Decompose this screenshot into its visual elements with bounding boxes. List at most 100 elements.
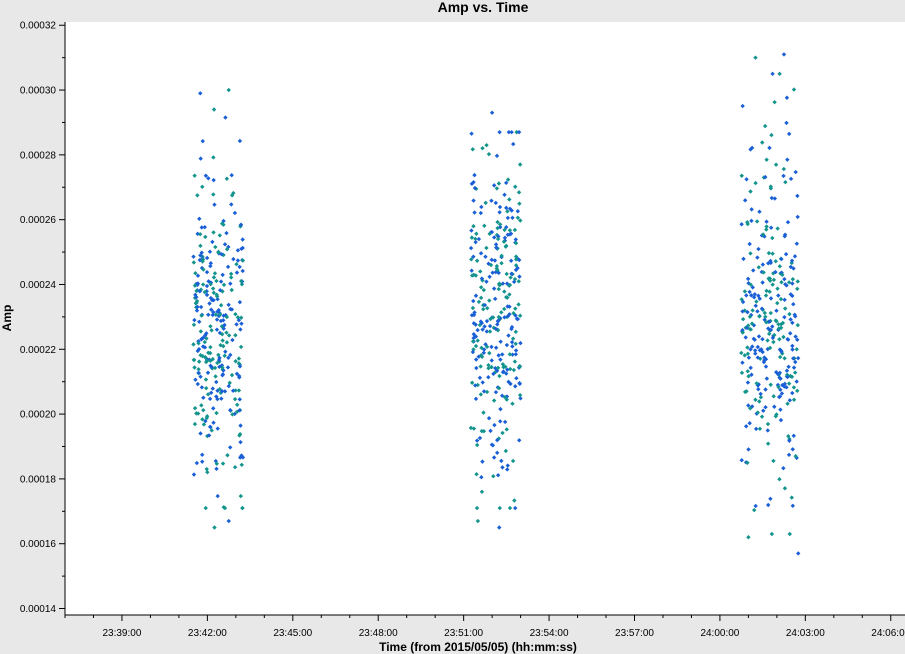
data-point (516, 190, 522, 195)
data-point (483, 200, 488, 206)
data-point (217, 364, 222, 370)
data-point (198, 253, 203, 258)
data-point (769, 195, 775, 201)
data-point (759, 306, 765, 311)
data-point (234, 409, 240, 414)
data-point (782, 381, 788, 387)
data-point (486, 416, 492, 421)
data-point (203, 173, 209, 178)
data-point (192, 405, 198, 411)
data-point (487, 298, 492, 303)
data-point (481, 306, 486, 312)
data-point (504, 427, 509, 432)
data-point (745, 460, 750, 465)
data-point (788, 331, 793, 336)
data-point (761, 359, 767, 365)
data-point (773, 269, 778, 275)
data-point (204, 415, 210, 421)
data-point (795, 214, 800, 220)
data-point (780, 351, 785, 356)
data-point (481, 410, 486, 415)
data-point (509, 339, 515, 345)
data-point (517, 392, 523, 398)
data-point (511, 279, 517, 285)
data-point (782, 232, 788, 237)
data-point (199, 385, 205, 390)
data-point (197, 289, 203, 294)
data-point (758, 391, 763, 397)
data-point (220, 338, 225, 343)
data-point (237, 264, 242, 270)
x-axis-ticks: 23:39:00 23:42:00 23:45:00 23:48:00 23:51:00… (64, 615, 905, 639)
data-point (497, 222, 503, 227)
data-point (224, 230, 229, 236)
data-point (500, 362, 506, 367)
data-point (202, 333, 208, 338)
data-point (221, 368, 226, 373)
data-point (194, 294, 199, 300)
data-point (760, 232, 766, 237)
data-point (756, 246, 761, 252)
data-point (204, 292, 210, 298)
data-point (212, 365, 218, 371)
data-point (206, 433, 212, 438)
data-point (753, 397, 758, 402)
data-point (474, 472, 479, 477)
y-tick-label: 0.00022 (20, 345, 57, 356)
data-point (486, 375, 491, 380)
data-point (484, 389, 490, 395)
data-point (507, 232, 513, 237)
data-point (791, 87, 797, 92)
data-point (777, 370, 783, 375)
data-point (760, 140, 765, 145)
data-point (505, 209, 510, 214)
data-point (496, 270, 501, 276)
data-point (748, 365, 753, 371)
data-point (497, 129, 502, 135)
data-point (229, 287, 234, 293)
data-point (767, 289, 772, 294)
data-point (209, 328, 214, 333)
data-point (504, 180, 509, 186)
data-point (202, 289, 208, 295)
data-point (232, 465, 238, 470)
data-point (781, 52, 787, 57)
data-point (746, 447, 751, 452)
data-point (768, 184, 774, 189)
data-point (509, 271, 514, 276)
data-point (769, 132, 774, 138)
data-point (516, 279, 521, 284)
data-point (755, 255, 760, 260)
data-point (228, 281, 233, 286)
data-point (210, 312, 215, 318)
data-point (209, 428, 214, 433)
data-point (193, 270, 198, 276)
data-point (194, 308, 200, 313)
data-point (511, 367, 517, 373)
data-point (502, 306, 507, 312)
y-tick-label: 0.00030 (20, 86, 57, 97)
data-point (514, 376, 519, 381)
data-point (198, 374, 203, 379)
data-point (204, 466, 209, 472)
data-point (199, 403, 204, 408)
data-point (200, 459, 205, 464)
data-point (777, 71, 782, 77)
data-point (505, 467, 510, 472)
data-point (210, 356, 215, 362)
data-point (216, 250, 221, 255)
data-point (487, 329, 493, 334)
data-point (234, 270, 240, 275)
data-point (502, 227, 507, 233)
data-point (491, 183, 497, 188)
data-point (784, 368, 790, 373)
data-point (753, 180, 758, 186)
data-point (237, 433, 242, 438)
data-point (225, 264, 231, 270)
data-point (758, 356, 763, 361)
data-point (471, 298, 476, 304)
data-point (207, 396, 213, 402)
data-point (781, 166, 787, 172)
data-point (784, 95, 790, 100)
data-point (776, 326, 782, 331)
